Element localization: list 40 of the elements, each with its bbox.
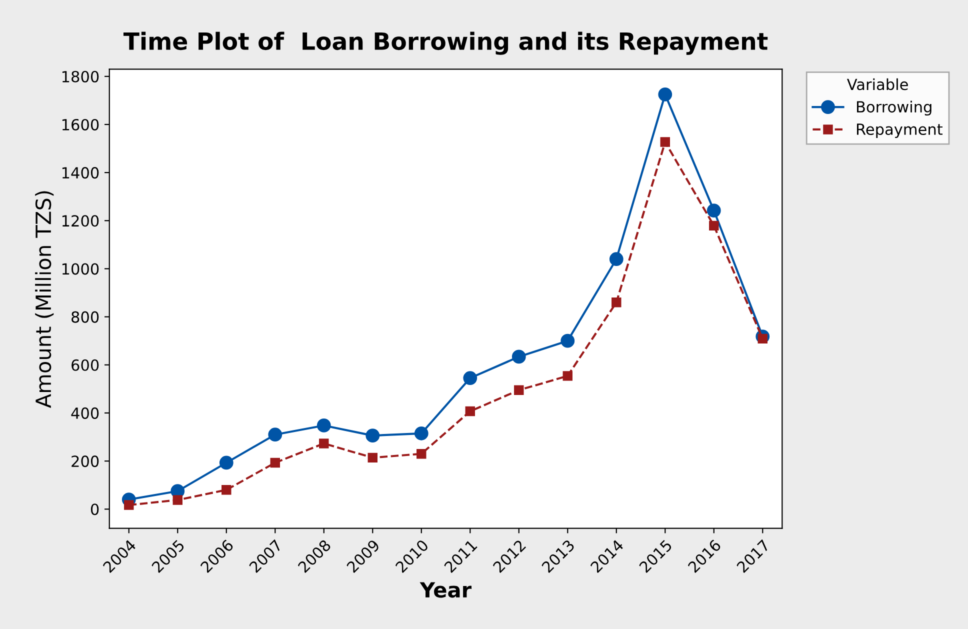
point xyxy=(368,452,378,463)
legend-label: Repayment xyxy=(856,124,943,138)
point xyxy=(609,252,624,266)
y-axis-title: Amount (Million TZS) xyxy=(35,191,54,408)
y-tick-label: 600 xyxy=(72,359,99,371)
point xyxy=(514,385,524,395)
point xyxy=(219,456,234,470)
chart-title: Time Plot of Loan Borrowing and its Repayment xyxy=(123,32,768,55)
point xyxy=(319,438,329,448)
point xyxy=(512,350,526,364)
point xyxy=(709,220,719,231)
point xyxy=(660,137,670,147)
y-tick-label: 1200 xyxy=(62,215,99,227)
y-tick-label: 1400 xyxy=(62,167,99,179)
point xyxy=(366,428,380,443)
point xyxy=(222,485,232,495)
point xyxy=(414,426,428,440)
point xyxy=(560,334,575,348)
point xyxy=(268,428,282,442)
point xyxy=(316,418,331,432)
point xyxy=(463,371,478,386)
y-tick-label: 1600 xyxy=(62,118,99,131)
point xyxy=(658,87,672,102)
y-tick-label: 400 xyxy=(71,407,99,419)
point xyxy=(172,495,182,505)
y-tick-label: 200 xyxy=(72,456,99,468)
point xyxy=(124,500,134,510)
x-axis-title: Year xyxy=(420,582,472,598)
point xyxy=(706,204,721,218)
y-tick-label: 1000 xyxy=(62,263,99,275)
y-tick-label: 800 xyxy=(72,311,99,323)
legend-title: Variable xyxy=(846,78,908,90)
point xyxy=(465,406,475,416)
y-tick-label: 1800 xyxy=(62,70,99,82)
point xyxy=(612,298,622,308)
point xyxy=(416,448,426,459)
legend-label: Borrowing xyxy=(856,100,932,116)
y-tick-label: 0 xyxy=(90,504,99,516)
point xyxy=(562,371,572,381)
point xyxy=(270,458,280,468)
